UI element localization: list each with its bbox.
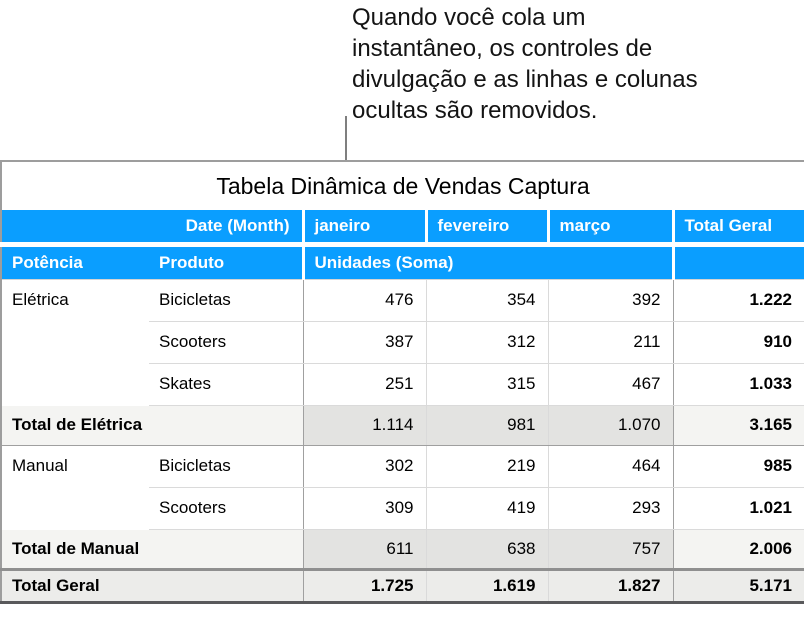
pivot-table: Tabela Dinâmica de Vendas Captura Date (… [0,160,804,604]
row-header-row: Potência Produto Unidades (Soma) [1,241,804,280]
total-label-cell[interactable]: Total de Elétrica [1,405,303,446]
total-label-cell[interactable]: Total Geral [1,567,303,602]
callout-text-line: Quando você cola um [352,4,586,31]
column-header-total-geral[interactable]: Total Geral [671,210,804,244]
row-total-cell[interactable]: 5.171 [672,567,804,602]
category-cell[interactable] [1,487,149,529]
value-cell[interactable]: 302 [302,445,426,488]
row-total-cell[interactable]: 910 [672,321,804,364]
row-total-cell[interactable]: 985 [672,445,804,488]
column-header-fevereiro[interactable]: fevereiro [424,210,548,244]
pivot-table-container: Tabela Dinâmica de Vendas Captura Date (… [0,160,804,604]
callout-connector-line [345,116,347,161]
column-header-date-month[interactable]: Date (Month) [1,210,303,244]
callout-text-line: ocultas são removidos. [352,97,598,124]
row-total-cell[interactable]: 1.021 [672,487,804,530]
product-cell[interactable]: Skates [149,363,303,406]
value-cell[interactable]: 1.619 [425,567,548,602]
table-title: Tabela Dinâmica de Vendas Captura [1,161,804,210]
pivot-table-body: Elétrica Bicicletas 476 354 392 1.222 Scooters… [1,279,804,602]
value-cell[interactable]: 1.827 [547,567,673,602]
category-cell[interactable]: Elétrica [12,290,69,310]
category-cell[interactable]: Manual [12,456,68,476]
value-cell[interactable]: 611 [302,529,426,570]
value-cell[interactable]: 638 [425,529,548,570]
value-cell[interactable]: 387 [302,321,426,364]
total-label-cell[interactable]: Total de Manual [1,529,303,570]
values-header-unidades-soma[interactable]: Unidades (Soma) [301,241,673,280]
value-cell[interactable]: 467 [547,363,673,406]
column-header-row: Date (Month) janeiro fevereiro março Tot… [1,210,804,244]
value-cell[interactable]: 219 [425,445,548,488]
callout-text-line: instantâneo, os controles de [352,35,653,62]
table-title-row: Tabela Dinâmica de Vendas Captura [1,161,804,210]
value-cell[interactable]: 309 [302,487,426,530]
value-cell[interactable]: 757 [547,529,673,570]
row-total-cell[interactable]: 1.033 [672,363,804,406]
product-cell[interactable]: Scooters [149,487,303,530]
row-total-cell[interactable]: 3.165 [672,405,804,446]
value-cell[interactable]: 293 [547,487,673,530]
row-header-produto[interactable]: Produto [149,241,303,280]
value-cell[interactable]: 315 [425,363,548,406]
value-cell[interactable]: 354 [425,279,548,322]
value-cell[interactable]: 1.070 [547,405,673,446]
table-row: Manual Bicicletas 302 219 464 985 [1,445,804,488]
value-cell[interactable]: 312 [425,321,548,364]
category-cell[interactable] [1,363,149,405]
value-cell[interactable]: 981 [425,405,548,446]
table-row: Total Geral 1.725 1.619 1.827 5.171 [1,567,804,602]
value-cell[interactable]: 1.725 [302,567,426,602]
row-total-cell[interactable]: 1.222 [672,279,804,322]
value-cell[interactable]: 476 [302,279,426,322]
product-cell[interactable]: Bicicletas [149,279,303,322]
value-cell[interactable]: 211 [547,321,673,364]
product-cell[interactable]: Scooters [149,321,303,364]
value-cell[interactable]: 392 [547,279,673,322]
table-row: Total de Manual 611 638 757 2.006 [1,529,804,570]
column-header-marco[interactable]: março [546,210,673,244]
header-empty-cell[interactable] [671,241,804,280]
table-row: Scooters 309 419 293 1.021 [1,487,804,530]
callout-text-line: divulgação e as linhas e colunas [352,66,698,93]
value-cell[interactable]: 464 [547,445,673,488]
product-cell[interactable]: Bicicletas [149,445,303,488]
row-header-potencia[interactable]: Potência [1,241,149,280]
table-row: Scooters 387 312 211 910 [1,321,804,364]
value-cell[interactable]: 251 [302,363,426,406]
column-header-janeiro[interactable]: janeiro [301,210,426,244]
table-row: Total de Elétrica 1.114 981 1.070 3.165 [1,405,804,446]
table-row: Elétrica Bicicletas 476 354 392 1.222 [1,279,804,322]
value-cell[interactable]: 419 [425,487,548,530]
table-row: Skates 251 315 467 1.033 [1,363,804,406]
value-cell[interactable]: 1.114 [302,405,426,446]
category-cell[interactable] [1,321,149,363]
callout-text: Quando você cola um instantâneo, os cont… [352,2,792,126]
row-total-cell[interactable]: 2.006 [672,529,804,570]
